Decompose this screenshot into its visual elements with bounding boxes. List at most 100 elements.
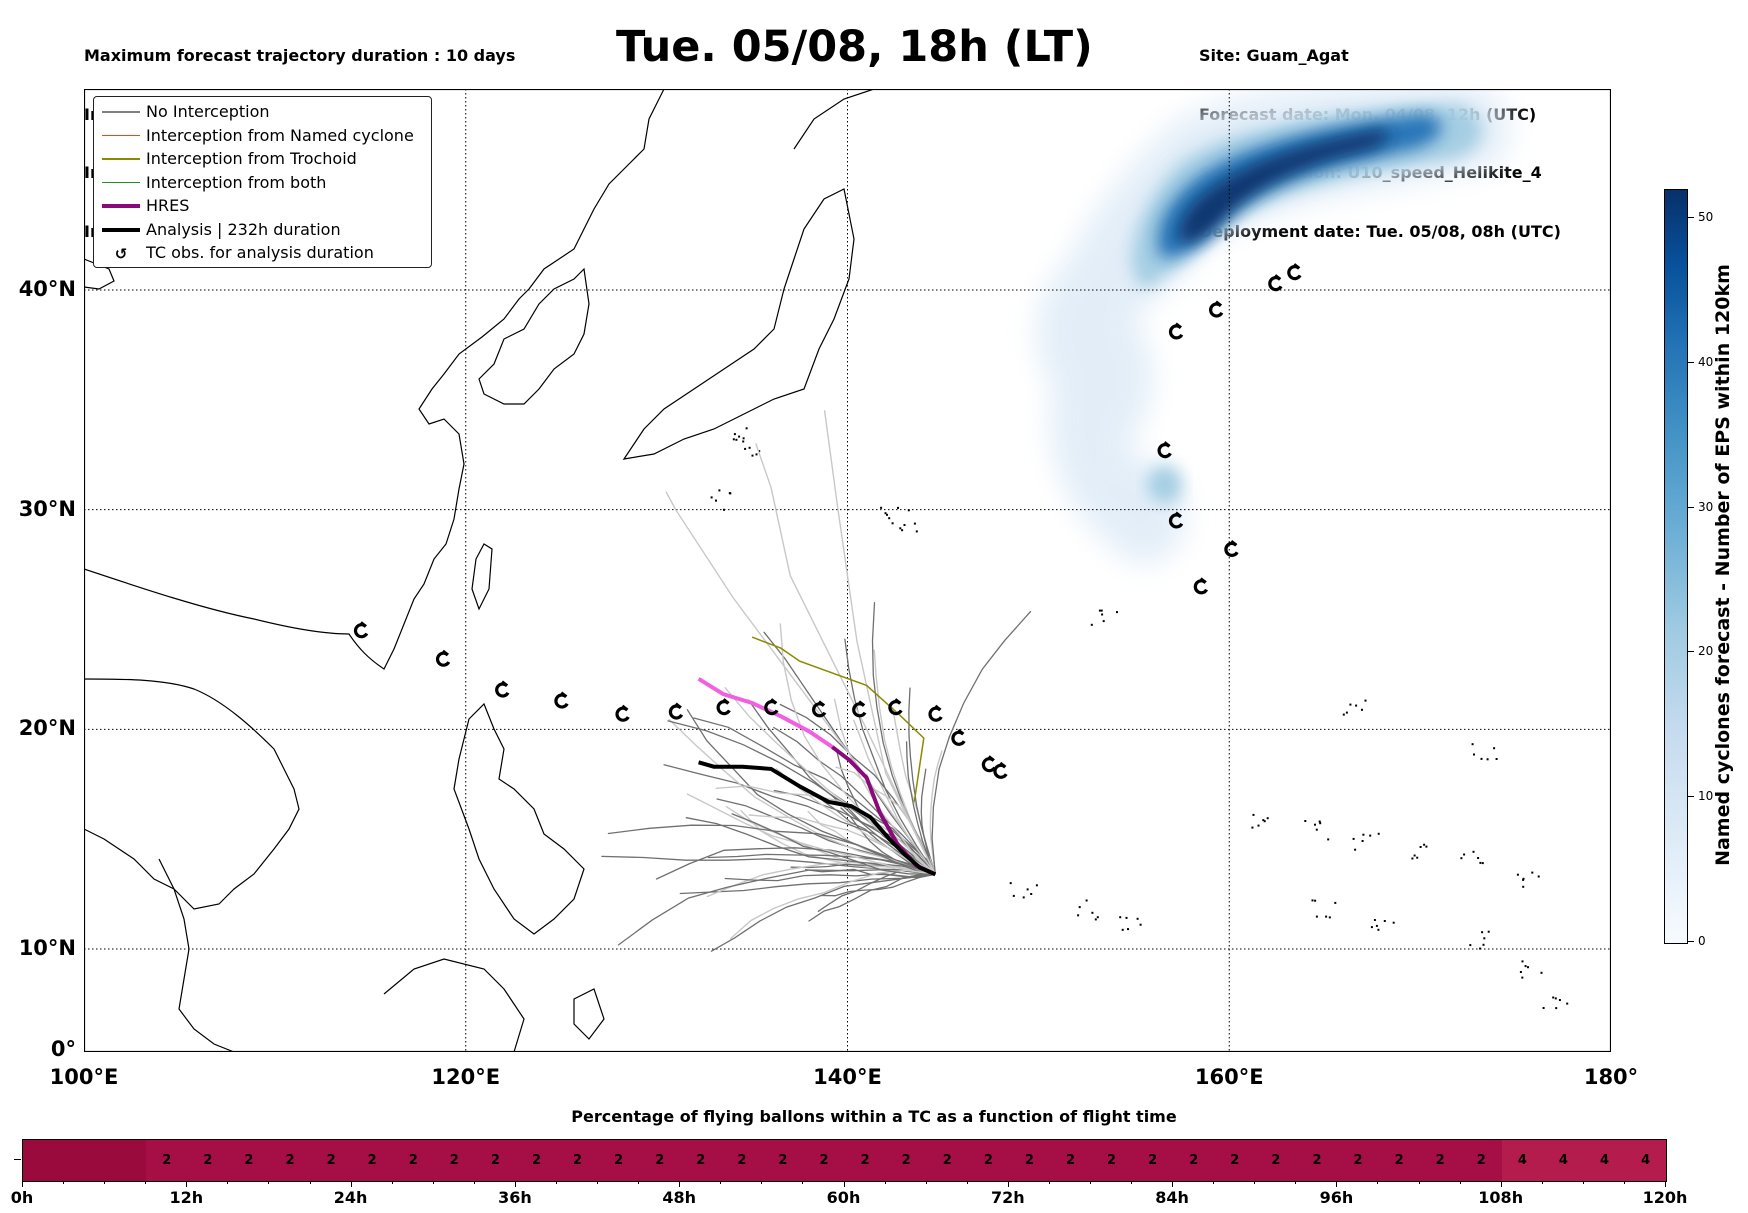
island-dot [1012, 894, 1015, 897]
island-dot [1537, 875, 1540, 878]
colorbar-tick-mark [1688, 651, 1694, 653]
timebar-tick-label: 84h [1155, 1188, 1189, 1207]
pacific-islands [710, 427, 1569, 1010]
tc-symbol-tail [817, 700, 825, 707]
tc-symbol-tail [987, 755, 995, 762]
ensemble-trajectory [710, 873, 936, 952]
timebar-cell [64, 1140, 106, 1181]
ensemble-trajectory [668, 718, 936, 875]
timebar-cell: 2 [1214, 1140, 1256, 1181]
colorbar-label: Named cyclones forecast - Number of EPS … [1712, 264, 1734, 866]
island-dot [1362, 833, 1365, 836]
timebar-tick [63, 1181, 65, 1184]
ensemble-trajectory [840, 807, 936, 875]
island-dot [1354, 848, 1357, 851]
island-dot [1473, 753, 1475, 756]
timebar-cell: 2 [228, 1140, 270, 1181]
tc-symbol-tail [1199, 577, 1207, 584]
island-dot [729, 492, 732, 495]
island-dot [1314, 823, 1316, 826]
latitude-label: 40°N [18, 277, 76, 301]
timebar-cell: 2 [721, 1140, 763, 1181]
latitude-label: 10°N [18, 936, 76, 960]
legend-item: No Interception [94, 101, 431, 123]
timebar-tick [638, 1181, 640, 1184]
coast-philippines [453, 702, 585, 935]
timebar-cell: 2 [803, 1140, 845, 1181]
island-dot [1345, 711, 1348, 714]
island-dot [1481, 931, 1484, 934]
ensemble-trajectory [773, 726, 936, 875]
timebar-tick-label: 48h [662, 1188, 697, 1207]
island-dot [1100, 609, 1103, 612]
timebar-cell: 2 [392, 1140, 434, 1181]
colorbar-tick-mark [1688, 796, 1694, 798]
timebar-tick [1131, 1181, 1133, 1184]
legend-label: Analysis | 232h duration [146, 219, 341, 239]
coast-taiwan [471, 543, 493, 611]
island-dot [1319, 822, 1322, 825]
island-dot [913, 522, 916, 525]
timebar-tick [761, 1181, 763, 1184]
island-dot [1377, 928, 1380, 931]
colorbar-tick-mark [1688, 216, 1694, 218]
coast-japan [622, 188, 855, 460]
param-line: Maximum forecast trajectory duration : 1… [84, 46, 516, 65]
timebar-tick-label: 96h [1319, 1188, 1354, 1207]
island-dot [1262, 819, 1265, 822]
coast-korea [478, 267, 590, 405]
ensemble-trajectory [920, 768, 936, 875]
island-dot [880, 506, 883, 509]
timebar-tick [1172, 1181, 1174, 1187]
ensemble-trajectory [706, 861, 936, 898]
timebar-cell: 4 [1625, 1140, 1667, 1181]
island-dot [1334, 901, 1337, 904]
island-dot [1349, 703, 1352, 706]
island-dot [1315, 915, 1318, 918]
tc-symbol-icon [1209, 300, 1224, 318]
timebar-cell: 2 [639, 1140, 681, 1181]
timebar-tick [473, 1181, 475, 1184]
ensemble-trajectory [715, 785, 936, 875]
legend-item: ↺ TC obs. for analysis duration [94, 242, 431, 264]
tc-symbol-icon [812, 700, 827, 718]
island-dot [1125, 916, 1128, 919]
timebar-tick [966, 1181, 968, 1184]
density-level-6 [1157, 114, 1442, 258]
colorbar-tick-label: 0 [1698, 934, 1706, 948]
colorbar-tick: 0 [1688, 934, 1706, 948]
timebar-tick [1582, 1181, 1584, 1184]
island-dot [1304, 820, 1307, 822]
tc-symbol-icon [1193, 577, 1209, 595]
legend-label: TC obs. for analysis duration [146, 243, 374, 262]
graticule [84, 89, 1611, 1052]
timebar-cell: 2 [1008, 1140, 1050, 1181]
trochoid-trajectory [751, 636, 925, 802]
timebar-cell: 2 [844, 1140, 886, 1181]
legend-item: HRES [94, 195, 431, 217]
map-panel[interactable] [83, 88, 1612, 1053]
island-dot [733, 433, 736, 436]
tc-symbol-tail [441, 649, 449, 657]
ensemble-trajectory [779, 623, 936, 875]
tc-symbol-tail [359, 621, 367, 628]
colorbar-tick-mark [1688, 506, 1694, 508]
map-canvas[interactable] [83, 88, 1612, 1053]
tc-symbol-tail [722, 698, 730, 705]
colorbar-tick: 30 [1688, 500, 1713, 514]
ensemble-trajectory [819, 873, 936, 897]
island-dot [1566, 1002, 1569, 1005]
coastlines [84, 89, 875, 1052]
ensemble-trajectory [731, 813, 936, 875]
legend-item: Analysis | 232h duration [94, 219, 431, 241]
colorbar-tick: 40 [1688, 355, 1713, 369]
island-dot [1252, 813, 1255, 816]
tc-symbol-tail [621, 704, 629, 712]
tc-symbol-icon [1168, 511, 1184, 529]
island-dot [748, 446, 751, 449]
island-dot [1327, 838, 1330, 841]
island-dot [1516, 873, 1519, 876]
timebar-tick [884, 1181, 886, 1184]
legend-label: Interception from Trochoid [146, 149, 357, 168]
